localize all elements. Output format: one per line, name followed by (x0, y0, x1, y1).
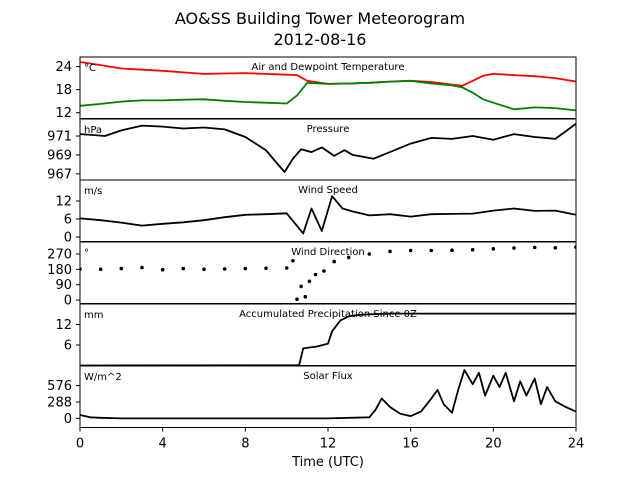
y-tick-label: 18 (55, 83, 72, 98)
panel-unit-label: W/m^2 (84, 372, 122, 383)
series-group (80, 122, 576, 173)
wind-direction-point (322, 269, 326, 273)
wind-direction-point (307, 279, 312, 284)
wind-direction-point (367, 252, 372, 256)
series-line-2 (80, 79, 576, 112)
wind-direction-point (243, 266, 248, 271)
x-axis: 0 4 8 12 16 20 24 (76, 437, 584, 452)
wind-direction-point (202, 267, 206, 272)
wind-direction-point (291, 259, 295, 263)
wind-direction-point (284, 266, 289, 270)
y-tick-label: 270 (47, 247, 72, 262)
x-tick-label: 8 (241, 437, 249, 452)
y-tick-label: 24 (55, 60, 72, 75)
wind-direction-point (470, 247, 475, 252)
x-tick-label: 12 (320, 437, 337, 452)
wind-direction-point (553, 246, 558, 250)
y-tick-label: 180 (47, 263, 72, 278)
panel-unit-label: °C (84, 63, 96, 74)
panel-unit-label: m/s (84, 186, 102, 197)
wind-direction-point (295, 297, 299, 302)
panel-title: Accumulated Precipitation Since 0Z (239, 309, 417, 320)
y-tick-label: 6 (64, 213, 72, 228)
wind-direction-point (332, 259, 337, 264)
series-group (80, 61, 576, 112)
wind-direction-point (160, 267, 165, 272)
figure-subtitle: 2012-08-16 (274, 30, 367, 49)
panel-title: Air and Dewpoint Temperature (252, 62, 405, 73)
panel-title: Solar Flux (303, 371, 353, 382)
wind-direction-point (98, 267, 103, 272)
y-tick-label: 969 (47, 148, 72, 163)
series-line-1 (80, 312, 576, 366)
panel-3: 0 6 12 m/s Wind Speed (55, 179, 577, 246)
y-tick-label: 576 (47, 379, 72, 394)
wind-direction-point (491, 247, 496, 251)
wind-direction-point (450, 248, 454, 252)
wind-direction-point (119, 266, 124, 271)
series-group (80, 195, 576, 235)
y-tick-label: 6 (64, 339, 72, 354)
y-tick-label: 0 (64, 231, 72, 246)
series-line-1 (80, 122, 576, 173)
y-tick-label: 12 (55, 318, 72, 333)
panel-unit-label: hPa (84, 125, 102, 136)
x-tick-label: 4 (159, 437, 167, 452)
series-line-1 (80, 369, 576, 420)
wind-direction-point (429, 248, 434, 253)
wind-direction-point (140, 265, 144, 270)
x-tick-label: 20 (485, 437, 502, 452)
wind-direction-point (388, 249, 392, 254)
wind-direction-point (313, 272, 318, 277)
wind-direction-point (512, 246, 516, 250)
panel-unit-label: mm (84, 310, 103, 321)
panel-unit-label: ° (84, 248, 89, 259)
figure-title: AO&SS Building Tower Meteorogram (175, 9, 465, 28)
panel-background (80, 242, 576, 304)
y-tick-label: 12 (55, 195, 72, 210)
y-tick-label: 288 (47, 395, 72, 410)
wind-direction-point (408, 248, 413, 253)
wind-direction-point (222, 267, 227, 271)
wind-direction-point (303, 294, 308, 299)
wind-direction-point (181, 266, 186, 271)
wind-direction-point (299, 284, 303, 289)
y-tick-label: 90 (55, 278, 72, 293)
panel-title: Wind Direction (291, 247, 365, 258)
panel-title: Pressure (307, 124, 350, 135)
wind-direction-point (346, 255, 351, 260)
panel-title: Wind Speed (298, 185, 358, 196)
y-tick-label: 0 (64, 294, 72, 309)
y-tick-label: 0 (64, 412, 72, 427)
wind-direction-point (264, 266, 268, 271)
series-line-1 (80, 195, 576, 235)
x-axis-label: Time (UTC) (291, 455, 364, 470)
panel-background (80, 57, 576, 119)
panel-5: 6 12 mm Accumulated Precipitation Since 0Z (55, 303, 577, 370)
wind-direction-point (532, 245, 537, 250)
y-tick-label: 12 (55, 106, 72, 121)
panel-background (80, 119, 576, 181)
series-group (80, 369, 576, 420)
y-tick-label: 967 (47, 167, 72, 182)
x-tick-label: 16 (402, 437, 419, 452)
series-group (80, 312, 576, 366)
panel-2: 967 969 971 hPa Pressure (47, 118, 577, 185)
x-tick-label: 24 (568, 437, 585, 452)
x-tick-label: 0 (76, 437, 84, 452)
y-tick-label: 971 (47, 130, 72, 145)
panel-1: 12 18 24 °C Air and Dewpoint Temperature (55, 56, 577, 123)
